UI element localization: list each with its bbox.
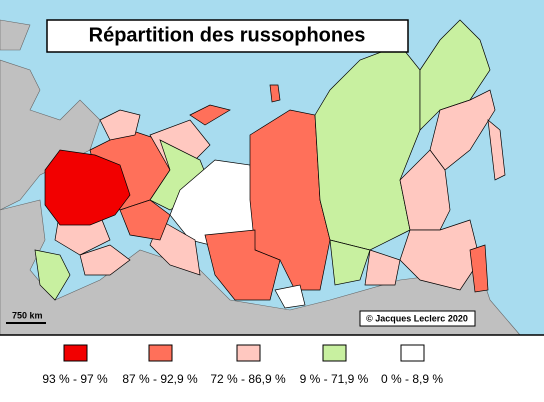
legend-swatch	[400, 344, 425, 362]
title-box	[46, 19, 409, 53]
scale-label: 750 km	[12, 310, 43, 320]
legend-label: 0 % - 8,9 %	[381, 372, 443, 386]
legend-swatch	[148, 344, 173, 362]
legend-swatch	[322, 344, 347, 362]
map-title: Répartition des russophones	[89, 24, 366, 46]
legend-swatch	[63, 344, 88, 362]
credit: © Jacques Leclerc 2020	[366, 313, 468, 323]
credit-box	[359, 310, 476, 327]
legend-label: 93 % - 97 %	[42, 372, 108, 386]
legend-label: 9 % - 71,9 %	[300, 372, 369, 386]
russia-regions	[34, 19, 506, 309]
legend-label: 87 % - 92,9 %	[122, 372, 198, 386]
legend-swatch	[236, 344, 261, 362]
legend: 93 % - 97 % 87 % - 92,9 % 72 % - 86,9 % 9 %…	[42, 344, 443, 386]
legend-label: 72 % - 86,9 %	[210, 372, 286, 386]
